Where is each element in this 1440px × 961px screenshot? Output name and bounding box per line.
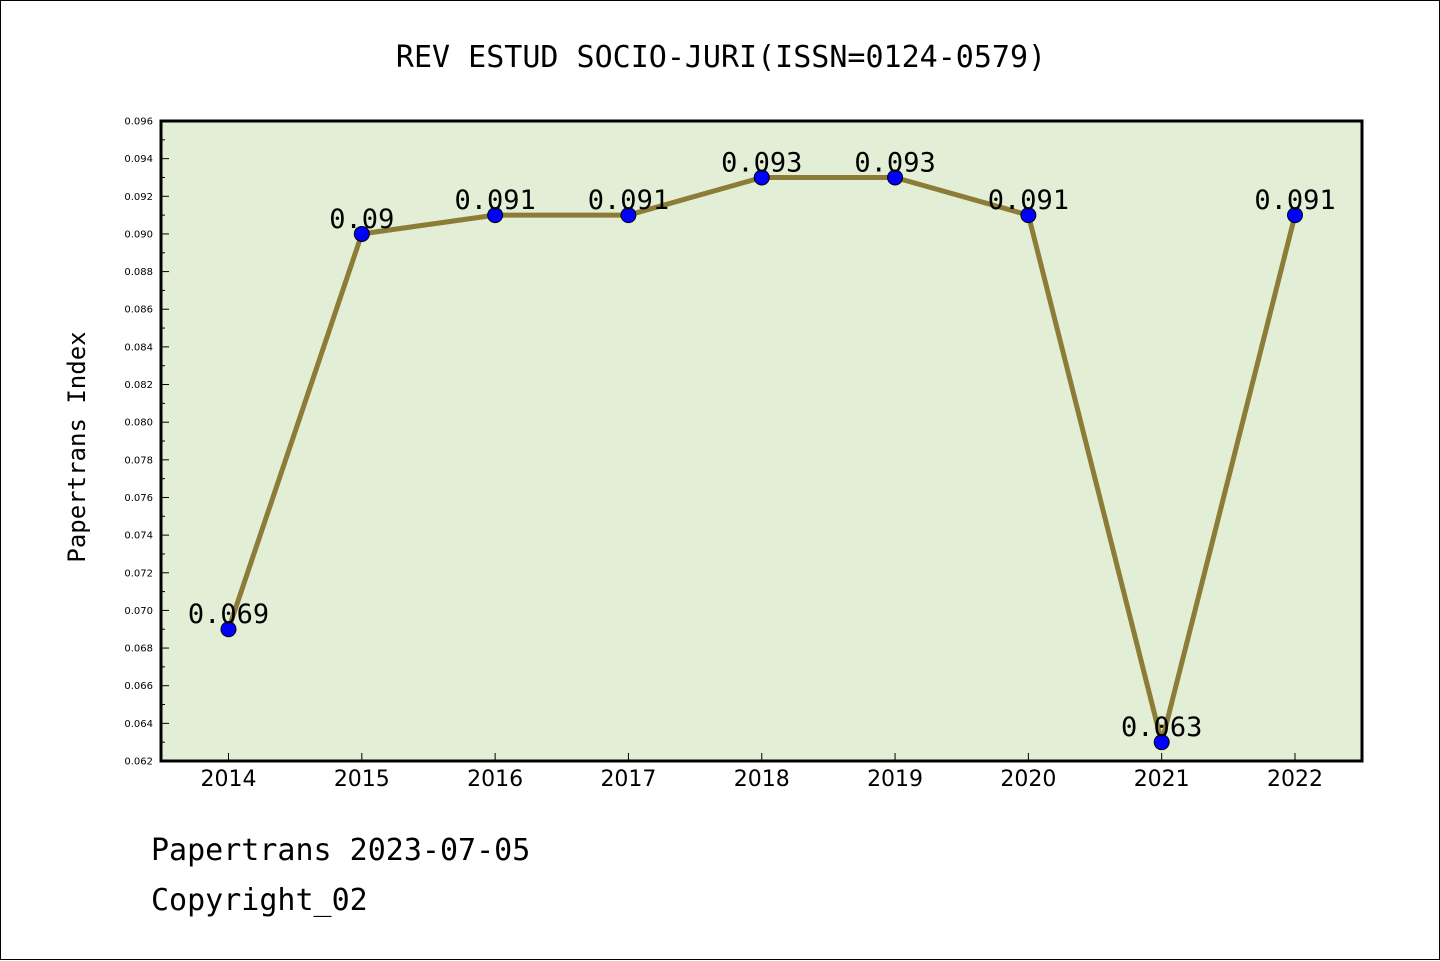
x-axis: 2014 2015 2016 2017 2018 2019 2020 2021 2022 [201,753,1323,792]
y-tick-label: 0.066 [124,681,153,692]
y-tick-label: 0.074 [124,531,153,542]
y-tick-label: 0.068 [124,644,153,655]
data-label: 0.091 [454,185,535,216]
x-tick-label: 2019 [867,767,923,792]
data-label: 0.093 [721,147,802,178]
data-point [220,621,237,638]
x-tick-label: 2020 [1000,767,1056,792]
chart-title: REV ESTUD SOCIO-JURI(ISSN=0124-0579) [396,40,1046,75]
x-tick-label: 2021 [1134,767,1190,792]
data-point [620,207,637,224]
data-point [753,169,770,186]
plot-border [159,119,1364,763]
data-point [1153,734,1170,751]
data-point [1287,207,1303,224]
y-tick-label: 0.072 [124,568,153,579]
y-tick-label: 0.076 [124,493,153,504]
data-label: 0.063 [1121,712,1202,743]
footer-copyright: Copyright_02 [151,883,368,918]
y-tick-label: 0.088 [124,267,153,278]
y-tick-label: 0.086 [124,305,153,316]
y-tick-label: 0.096 [124,117,153,128]
y-tick-label: 0.062 [124,757,153,768]
x-tick-label: 2018 [734,767,790,792]
x-tick-label: 2022 [1267,767,1323,792]
data-point [353,225,370,242]
data-label: 0.09 [329,204,394,235]
x-tick-label: 2016 [467,767,523,792]
data-label: 0.093 [854,147,935,178]
y-tick-label: 0.090 [124,229,153,240]
x-tick-label: 2014 [201,767,257,792]
x-tick-label: 2017 [600,767,656,792]
y-tick-label: 0.082 [124,380,153,391]
data-label: 0.091 [1254,185,1335,216]
data-label: 0.091 [588,185,669,216]
x-tick-label: 2015 [334,767,390,792]
y-tick-label: 0.078 [124,455,153,466]
data-label: 0.091 [988,185,1069,216]
footer-source: Papertrans 2023-07-05 [151,833,531,868]
y-tick-label: 0.064 [124,719,153,730]
y-axis-label: Papertrans Index [63,331,91,562]
data-point [1020,207,1037,224]
series: 0.069 0.09 0.091 0.091 0.093 0.093 0.091 0.063 0… [188,147,1336,751]
data-label: 0.069 [188,599,269,630]
y-tick-label: 0.070 [124,606,153,617]
y-tick-label: 0.084 [124,342,153,353]
y-tick-label: 0.080 [124,418,153,429]
y-tick-label: 0.094 [124,154,153,165]
y-tick-label: 0.092 [124,192,153,203]
data-point [487,207,504,224]
data-point [887,169,904,186]
